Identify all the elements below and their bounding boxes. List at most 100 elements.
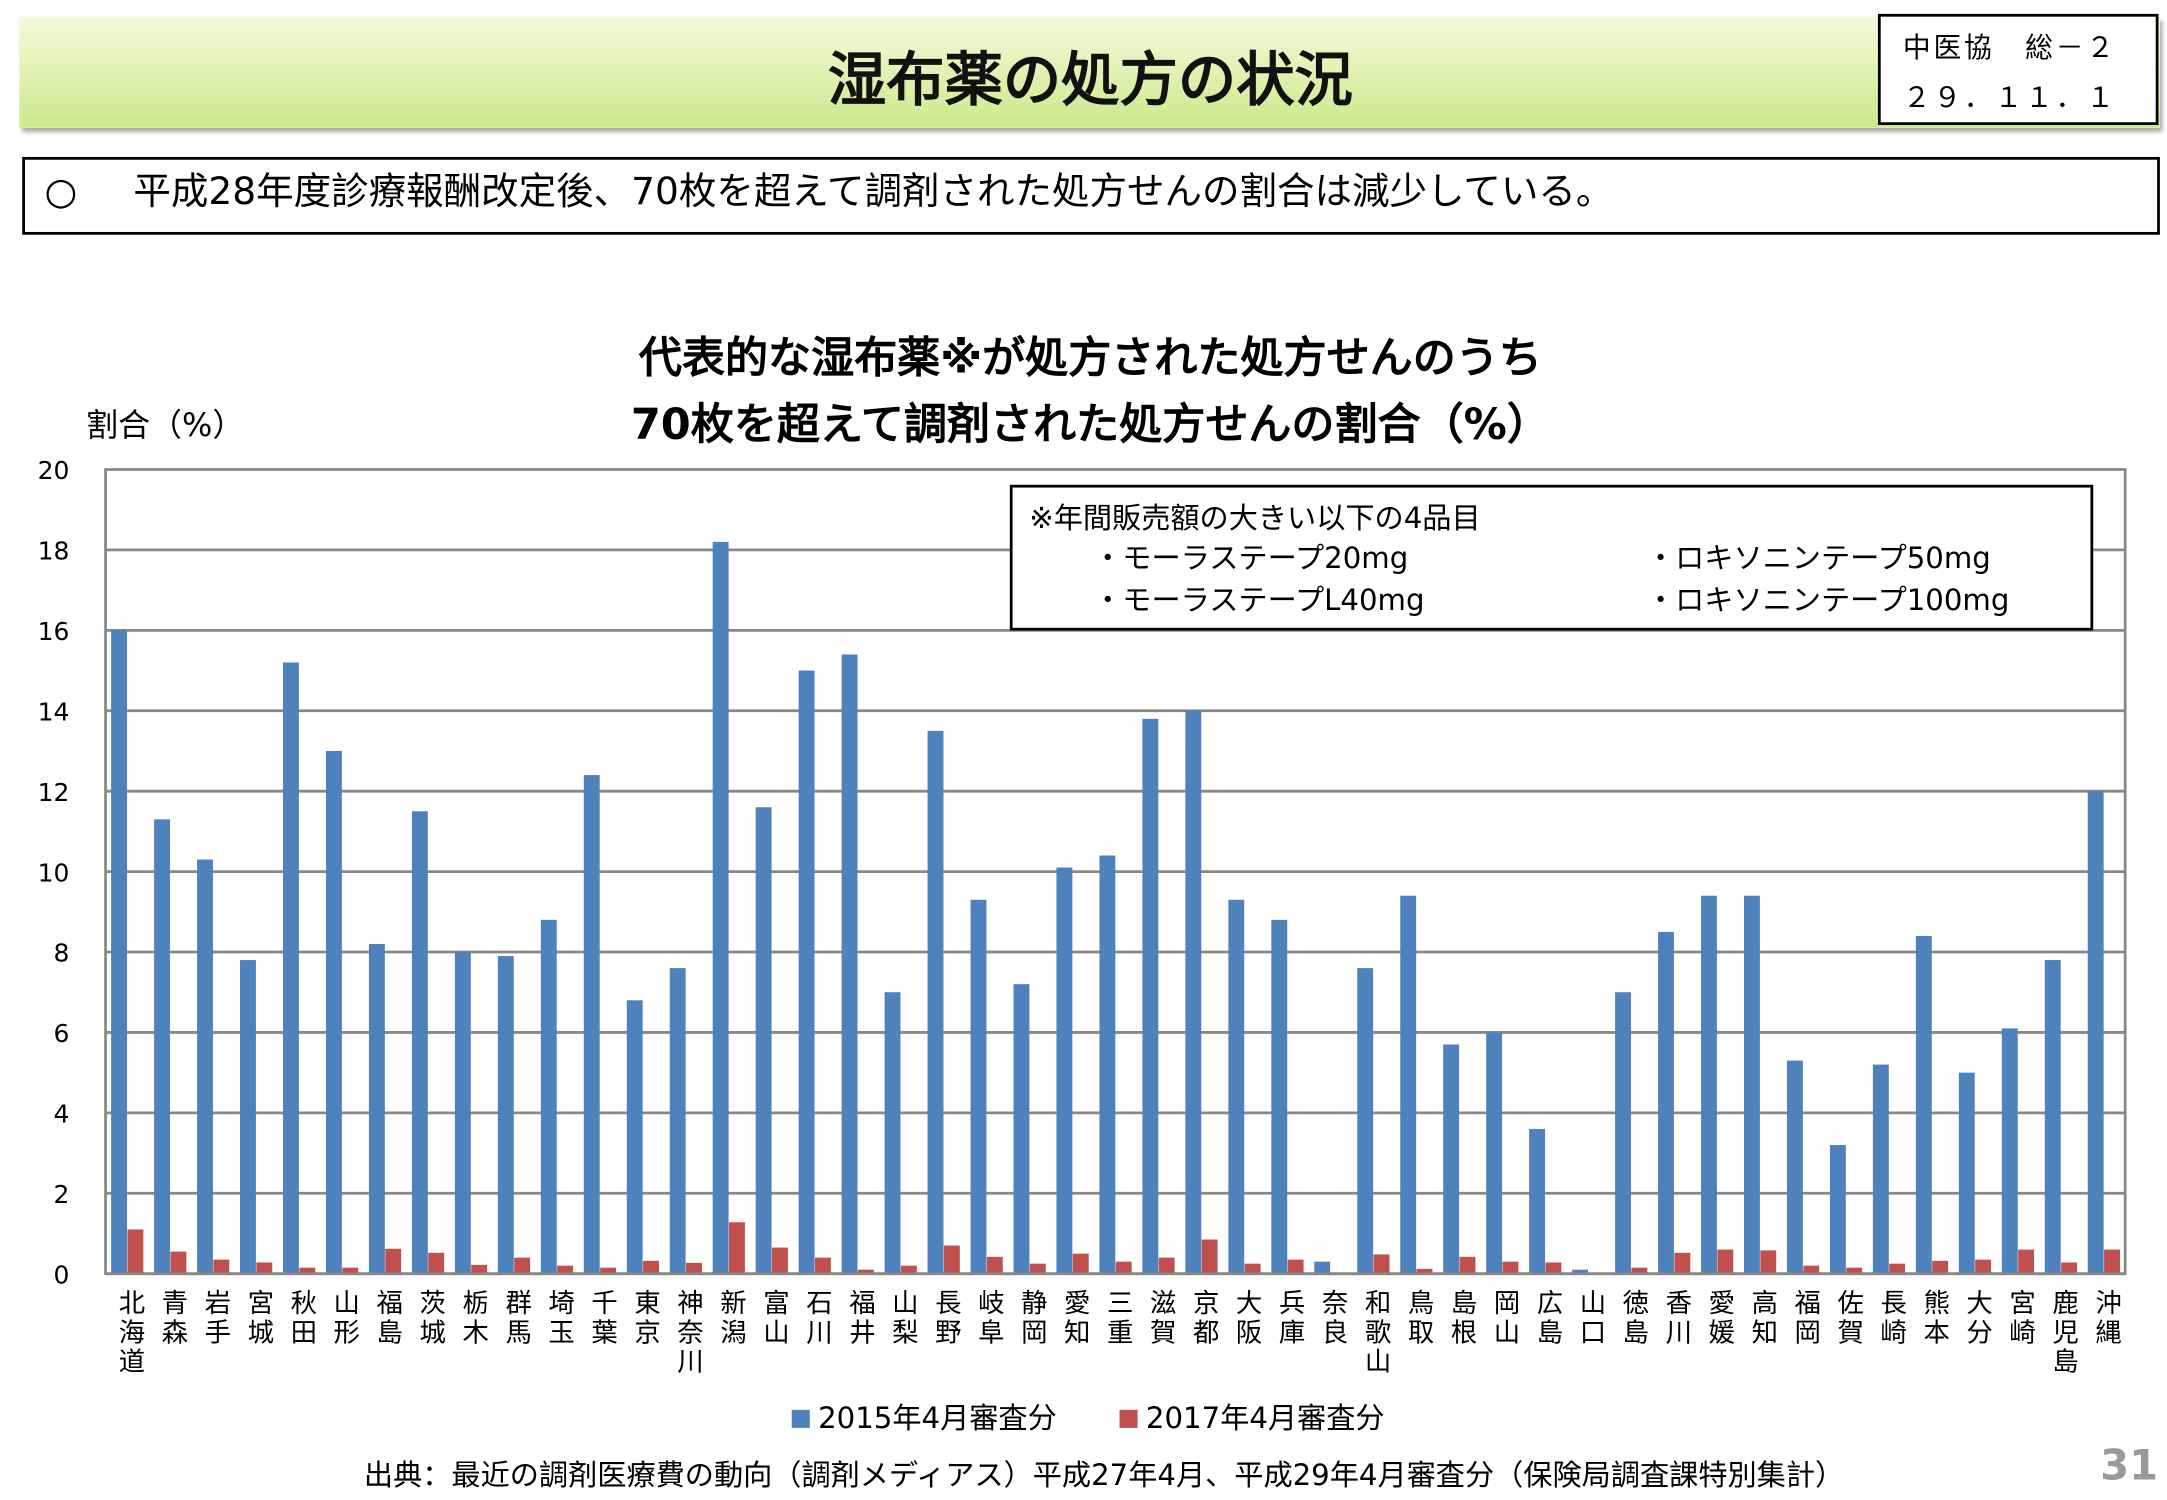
bar-2017	[1932, 1260, 1949, 1274]
x-tick-label: 秋田	[286, 1288, 317, 1348]
x-tick-label: 山形	[329, 1288, 360, 1348]
x-tick-label: 熊本	[1919, 1288, 1950, 1348]
bar-2017	[1760, 1250, 1777, 1274]
x-tick-label: 宮城	[243, 1288, 275, 1348]
bar-2015	[111, 630, 128, 1274]
y-tick-label: 12	[38, 778, 70, 807]
x-tick-label: 栃木	[458, 1288, 489, 1348]
bar-2015	[1056, 867, 1073, 1274]
x-tick-label: 三重	[1102, 1288, 1134, 1348]
bar-2015	[841, 654, 858, 1274]
y-tick-label: 20	[38, 456, 70, 485]
x-tick-label: 神奈川	[673, 1288, 704, 1377]
y-tick-label: 18	[38, 537, 70, 566]
y-tick-label: 16	[38, 617, 70, 646]
x-tick-label: 福岡	[1790, 1288, 1821, 1348]
x-tick-label: 石川	[802, 1288, 833, 1348]
bar-2015	[1185, 710, 1202, 1274]
chart-title-line-2: 70枚を超えて調剤された処方せんの割合（%）	[630, 400, 1550, 451]
y-tick-label: 10	[38, 858, 70, 887]
y-axis-label: 割合（%）	[86, 408, 245, 445]
bar-2017	[2018, 1249, 2035, 1274]
x-tick-label: 福井	[845, 1288, 876, 1348]
x-tick-label: 和歌山	[1360, 1288, 1392, 1377]
y-tick-label: 4	[54, 1100, 70, 1129]
page-number: 31	[2100, 1441, 2159, 1491]
x-tick-label: 愛媛	[1704, 1288, 1735, 1348]
x-tick-label: 高知	[1747, 1288, 1778, 1348]
bar-2017	[643, 1260, 659, 1274]
bar-2015	[411, 811, 428, 1274]
x-tick-label: 山梨	[888, 1288, 919, 1348]
x-tick-label: 奈良	[1317, 1288, 1349, 1348]
x-tick-label: 大分	[1962, 1288, 1993, 1348]
x-tick-label: 広島	[1532, 1288, 1564, 1348]
bar-2015	[2044, 960, 2061, 1274]
bar-2017	[557, 1265, 574, 1274]
bar-2015	[1615, 992, 1631, 1274]
y-tick-label: 2	[54, 1180, 70, 1209]
page-title: 湿布薬の処方の状況	[827, 45, 1353, 114]
summary-text: 平成28年度診療報酬改定後、70枚を超えて調剤された処方せんの割合は減少している…	[133, 170, 1614, 214]
bar-2015	[283, 662, 299, 1274]
bar-2015	[1099, 855, 1116, 1274]
bar-2015	[970, 899, 987, 1274]
bar-2017	[170, 1251, 187, 1274]
bar-2017	[1717, 1249, 1734, 1274]
bar-2017	[600, 1267, 617, 1274]
legend-item-2015: 2015年4月審査分	[791, 1396, 1057, 1438]
x-tick-label: 岡山	[1489, 1288, 1521, 1348]
bar-2017	[1158, 1257, 1175, 1274]
x-tick-label: 香川	[1661, 1288, 1693, 1348]
bar-2015	[1658, 931, 1674, 1274]
x-tick-label: 静岡	[1016, 1288, 1048, 1348]
legend-label: 2017年4月審査分	[1145, 1401, 1385, 1435]
bar-2017	[1373, 1254, 1390, 1274]
bullet-circle-icon: ○	[44, 170, 78, 214]
bar-2015	[1701, 895, 1717, 1274]
bar-2017	[1674, 1252, 1691, 1274]
x-tick-label: 長野	[930, 1288, 962, 1348]
bar-2015	[1829, 1145, 1846, 1274]
bar-2017	[1803, 1265, 1820, 1274]
bar-2015	[368, 943, 385, 1274]
bar-2017	[514, 1257, 531, 1274]
bar-2017	[127, 1229, 144, 1274]
note-item: ・ロキソニンテープ50mg	[1645, 541, 1991, 576]
bar-2015	[1958, 1072, 1975, 1274]
bar-2015	[712, 541, 729, 1274]
bar-2017	[1502, 1261, 1519, 1274]
bar-2015	[1400, 895, 1417, 1274]
bar-2017	[900, 1265, 917, 1274]
bar-2015	[583, 775, 600, 1274]
bar-2017	[986, 1256, 1003, 1274]
bar-2015	[454, 952, 471, 1274]
legend-item-2017: 2017年4月審査分	[1119, 1396, 1385, 1438]
bar-2015	[1486, 1032, 1503, 1274]
x-tick-label: 東京	[630, 1288, 661, 1348]
x-tick-label: 佐賀	[1833, 1288, 1864, 1348]
bar-2015	[2001, 1028, 2018, 1274]
header-bar	[19, 16, 2160, 128]
x-tick-label: 青森	[157, 1288, 189, 1348]
bar-2015	[540, 919, 557, 1274]
legend-swatch	[791, 1409, 810, 1428]
bar-2017	[1029, 1263, 1046, 1274]
bar-2017	[686, 1262, 702, 1274]
bar-2015	[1013, 984, 1030, 1274]
bar-2015	[1915, 935, 1932, 1274]
x-tick-label: 福島	[372, 1288, 403, 1348]
bar-2015	[1743, 895, 1760, 1274]
bar-2017	[1416, 1268, 1433, 1274]
bar-2017	[342, 1267, 359, 1274]
x-tick-label: 宮崎	[2005, 1288, 2036, 1348]
bar-2017	[1889, 1263, 1906, 1274]
bar-2015	[497, 956, 514, 1274]
y-tick-label: 6	[54, 1019, 70, 1048]
bar-2017	[857, 1269, 874, 1274]
x-tick-label: 兵庫	[1274, 1288, 1306, 1348]
chart-title-line-1: 代表的な湿布薬※が処方された処方せんのうち	[638, 333, 1542, 384]
x-tick-label: 島根	[1446, 1288, 1478, 1348]
bar-2015	[1228, 899, 1245, 1274]
